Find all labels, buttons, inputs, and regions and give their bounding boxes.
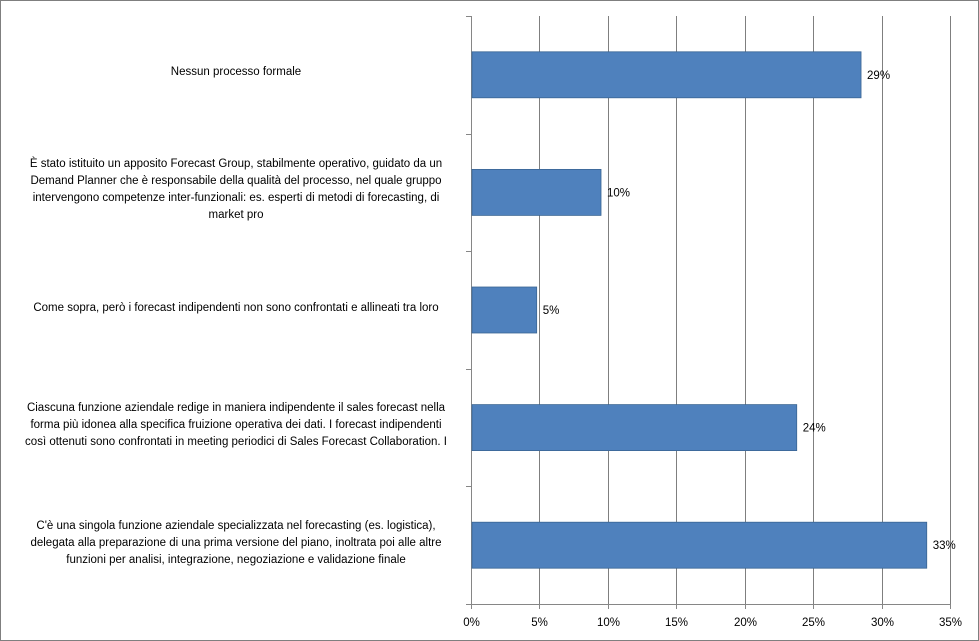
category-label-line: È stato istituito un apposito Forecast G… [29,158,443,171]
category-label-line: forma più idonea alla specifica fruizion… [30,419,442,432]
x-tick-label: 5% [531,617,548,629]
x-tick-label: 10% [597,617,620,629]
bar [471,51,862,99]
category-label-line: C'è una singola funzione aziendale speci… [36,519,436,532]
category-label: Ciascuna funzione aziendale redige in ma… [16,400,456,451]
category-label-line: delegata alla preparazione di una prima … [30,536,442,549]
x-tick-label: 25% [802,617,825,629]
category-label-line: funzioni per analisi, integrazione, nego… [66,553,406,566]
x-tick-label: 0% [463,617,480,629]
data-label: 5% [543,305,560,317]
category-label-line: Demand Planner che è responsabile della … [30,175,442,188]
category-label-line: Ciascuna funzione aziendale redige in ma… [26,402,446,415]
x-tick-label: 15% [665,617,688,629]
data-label: 10% [607,187,630,199]
category-label-line: così ottenuti sono confrontati in meetin… [25,436,447,449]
x-tick-label: 35% [939,617,962,629]
category-label-line: intervengono competenze inter-funzionali… [32,192,440,205]
category-label-line: Come sopra, però i forecast indipendenti… [33,301,439,314]
bar [471,404,798,452]
x-tick-label: 20% [734,617,757,629]
bar [471,521,928,569]
bar [471,286,538,334]
category-label: C'è una singola funzione aziendale speci… [16,518,456,569]
data-label: 33% [933,540,956,552]
category-label: Come sopra, però i forecast indipendenti… [16,300,456,317]
bar [471,168,602,216]
category-label-line: market pro [208,209,264,222]
data-label: 29% [867,70,890,82]
x-tick-label: 30% [871,617,894,629]
category-label: È stato istituito un apposito Forecast G… [16,156,456,224]
data-label: 24% [803,423,826,435]
category-label: Nessun processo formale [16,64,456,81]
category-label-line: Nessun processo formale [170,66,302,79]
